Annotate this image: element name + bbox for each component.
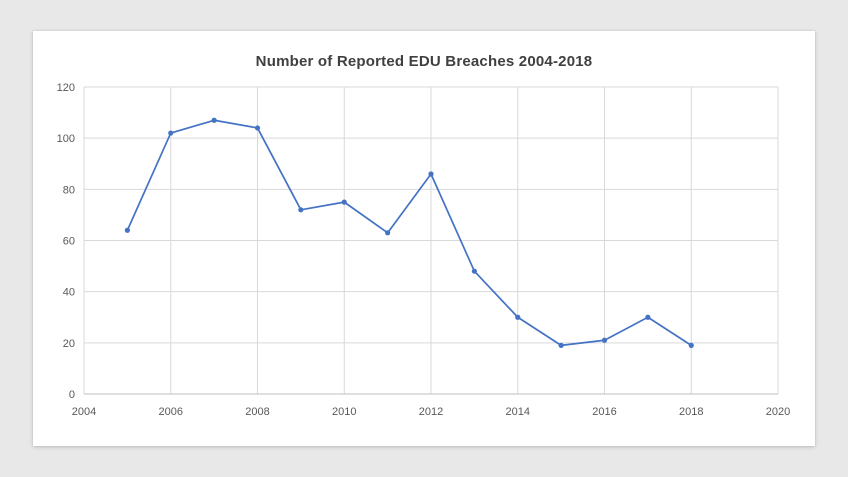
data-point-marker bbox=[558, 342, 564, 348]
x-axis-tick-label: 2018 bbox=[679, 406, 703, 418]
x-axis-tick-label: 2008 bbox=[245, 406, 269, 418]
y-axis-tick-label: 60 bbox=[63, 236, 75, 248]
chart-title: Number of Reported EDU Breaches 2004-201… bbox=[255, 53, 593, 70]
y-axis-tick-label: 80 bbox=[63, 184, 75, 196]
y-axis-tick-label: 0 bbox=[69, 389, 75, 401]
data-point-marker bbox=[601, 337, 608, 343]
x-axis-tick-label: 2006 bbox=[159, 406, 183, 418]
data-point-marker bbox=[211, 117, 217, 123]
x-axis-tick-label: 2010 bbox=[332, 406, 356, 418]
chart-svg: 0 20 40 60 80 100 120 2004 2006 2008 2010 2012 2014 2… bbox=[57, 82, 791, 418]
data-point-marker bbox=[515, 314, 521, 320]
data-point-marker bbox=[471, 268, 477, 274]
data-point-marker bbox=[688, 342, 694, 348]
x-axis-tick-label: 2014 bbox=[506, 406, 530, 418]
x-axis-tick-label: 2012 bbox=[419, 406, 443, 418]
y-axis-tick-label: 20 bbox=[63, 338, 75, 350]
y-axis-tick-label: 120 bbox=[57, 82, 75, 94]
y-axis-tick-label: 40 bbox=[63, 287, 75, 299]
data-point-marker bbox=[254, 125, 261, 131]
data-point-marker bbox=[385, 230, 391, 236]
data-point-marker bbox=[645, 314, 651, 320]
x-axis-tick-label: 2004 bbox=[72, 406, 96, 418]
data-point-marker bbox=[428, 171, 434, 177]
x-axis-tick-label: 2016 bbox=[592, 406, 616, 418]
data-point-marker bbox=[341, 199, 347, 205]
data-point-marker bbox=[168, 130, 174, 136]
x-axis-tick-label: 2020 bbox=[766, 406, 790, 418]
line-series bbox=[126, 119, 693, 347]
data-point-marker bbox=[298, 207, 304, 213]
chart-card: Number of Reported EDU Breaches 2004-201… bbox=[33, 31, 815, 446]
y-axis-tick-label: 100 bbox=[57, 133, 75, 145]
data-point-marker bbox=[124, 227, 130, 233]
